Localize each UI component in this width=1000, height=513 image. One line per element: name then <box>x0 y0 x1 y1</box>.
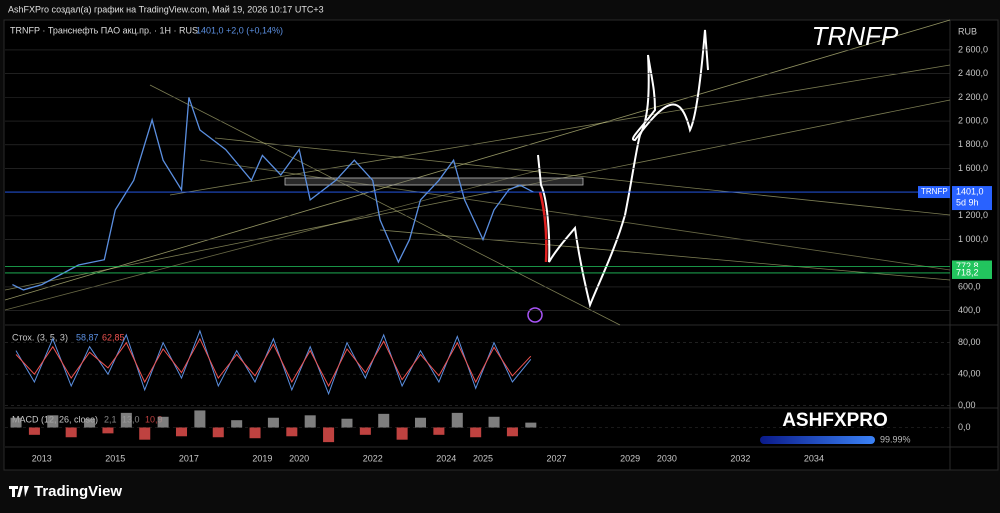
x-tick-label: 2027 <box>547 453 567 463</box>
macd-value: 10,9 <box>145 414 163 424</box>
histogram-bar <box>470 427 482 438</box>
histogram-bar <box>488 416 500 428</box>
histogram-bar <box>286 427 298 437</box>
x-tick-label: 2013 <box>32 453 52 463</box>
logo-mark <box>9 486 29 497</box>
price-change: +2,0 (+0,14%) <box>226 25 283 35</box>
histogram-bar <box>506 427 518 437</box>
histogram-bar <box>28 427 40 435</box>
stoch-d-value: 62,85 <box>102 332 125 342</box>
histogram-bar <box>414 417 427 428</box>
footer-logo: TradingView <box>9 483 122 500</box>
x-tick-label: 2024 <box>436 453 456 463</box>
unit: RUB <box>958 26 977 36</box>
trend-line <box>149 84 621 326</box>
oscillator-line <box>15 337 532 388</box>
y-tick-label: 2 400,0 <box>958 68 988 78</box>
symbol-tag-bg <box>918 186 950 199</box>
price-line <box>12 97 534 291</box>
chart-frame <box>3 19 999 471</box>
symbol-tag: TRNFP <box>921 187 948 196</box>
stoch-title: Стох. (3, 5, 3) <box>12 332 68 342</box>
price-label: 718,2 <box>956 267 979 277</box>
stoch-k-value: 58,87 <box>76 332 99 342</box>
histogram-bar <box>231 420 243 428</box>
histogram-bar <box>451 412 463 428</box>
y-tick-label: 40,00 <box>958 369 981 379</box>
y-tick-label: 2 600,0 <box>958 44 988 54</box>
y-tick-label: 2 200,0 <box>958 92 988 102</box>
y-tick-label: 1 000,0 <box>958 234 988 244</box>
histogram-bar <box>84 418 96 428</box>
trend-line <box>379 229 951 281</box>
symbol-watermark: TRNFP <box>812 21 899 51</box>
histogram-bar <box>323 427 335 443</box>
histogram-bar <box>249 427 261 439</box>
histogram-bar <box>359 427 371 435</box>
x-tick-label: 2034 <box>804 453 824 463</box>
trend-line <box>4 99 951 291</box>
last-price: 1401,0 <box>196 25 224 35</box>
red-arrow <box>538 191 548 263</box>
price-label-bg <box>952 186 992 211</box>
progress-bar <box>760 436 875 444</box>
histogram-bar <box>525 422 537 428</box>
trend-line <box>4 19 951 301</box>
histogram-bar <box>341 418 353 428</box>
y-tick-label: 80,00 <box>958 337 981 347</box>
y-tick-label: 0,0 <box>958 422 971 432</box>
histogram-bar <box>304 415 316 428</box>
histogram-bar <box>194 410 206 428</box>
y-tick-label: 1 800,0 <box>958 139 988 149</box>
x-tick-label: 2022 <box>363 453 383 463</box>
price-label: 772,8 <box>956 261 979 271</box>
price-label: 1401,0 <box>956 186 984 196</box>
x-tick-label: 2019 <box>252 453 272 463</box>
trend-lines <box>4 19 951 326</box>
oscillator-line <box>15 329 532 396</box>
histogram-bar <box>175 427 188 437</box>
histogram-bar <box>157 416 169 428</box>
y-tick-label: 0,00 <box>958 400 976 410</box>
caption: AshFXPro создал(а) график на TradingView… <box>8 4 324 14</box>
brand-name: ASHFXPRO <box>782 410 888 431</box>
histogram-bar <box>47 415 59 428</box>
histogram-bar <box>378 413 390 428</box>
price-label-bg <box>952 266 992 279</box>
histogram-bar <box>10 417 22 428</box>
histogram-bar <box>120 412 132 428</box>
zone-box <box>284 177 584 186</box>
x-tick-label: 2032 <box>730 453 750 463</box>
event-icon <box>527 307 543 323</box>
histogram-bar <box>139 427 151 440</box>
y-tick-label: 400,0 <box>958 305 981 315</box>
histogram-bar <box>267 417 279 428</box>
x-tick-label: 2020 <box>289 453 309 463</box>
trend-line <box>169 64 951 196</box>
y-tick-label: 1 200,0 <box>958 210 988 220</box>
histogram-bar <box>212 427 224 438</box>
progress-label: 99.99% <box>880 434 911 444</box>
footer-brand: TradingView <box>34 483 122 500</box>
macd-value: 2,1 <box>104 414 117 424</box>
x-tick-label: 2030 <box>657 453 677 463</box>
x-tick-label: 2025 <box>473 453 493 463</box>
x-tick-label: 2015 <box>105 453 125 463</box>
y-tick-label: 600,0 <box>958 281 981 291</box>
histogram-bar <box>433 427 445 435</box>
y-tick-label: 2 000,0 <box>958 115 988 125</box>
x-tick-label: 2017 <box>179 453 199 463</box>
histogram-bar <box>396 427 408 440</box>
histogram-bar <box>65 427 77 438</box>
hand-drawn-projection <box>537 29 709 309</box>
trend-line <box>214 137 951 216</box>
x-tick-label: 2029 <box>620 453 640 463</box>
symbol-info: TRNFP · Транснефть ПАО акц.пр. · 1H · RU… <box>10 25 198 35</box>
countdown: 5d 9h <box>956 197 979 207</box>
histogram-bar <box>102 427 114 434</box>
y-tick-label: 1 600,0 <box>958 163 988 173</box>
